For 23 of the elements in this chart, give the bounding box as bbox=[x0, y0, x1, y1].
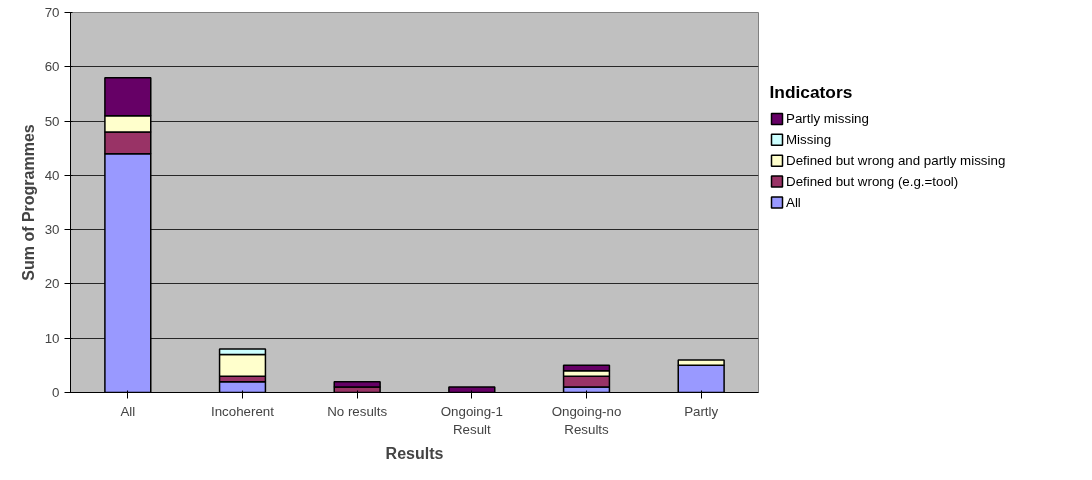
y-tick-label: 70 bbox=[44, 5, 60, 20]
legend-label: Partly missing bbox=[786, 111, 869, 127]
y-axis-title: Sum of Programmes bbox=[19, 124, 37, 281]
bar bbox=[333, 380, 381, 388]
y-tick-label: 40 bbox=[44, 167, 60, 183]
x-tick-label: No results bbox=[327, 403, 388, 419]
legend-label: All bbox=[786, 195, 801, 210]
y-tick-label: 20 bbox=[44, 276, 60, 292]
y-tick-label: 30 bbox=[44, 222, 60, 238]
legend-label: Defined but wrong and partly missing bbox=[786, 153, 1006, 169]
legend-title: Indicators bbox=[769, 82, 853, 103]
y-tick-label: 50 bbox=[44, 113, 60, 129]
y-tick-label: 0 bbox=[52, 385, 60, 400]
x-axis-title: Results bbox=[385, 444, 444, 462]
x-tick-label: Ongoing-1 Result bbox=[440, 403, 503, 437]
x-tick-label: All bbox=[120, 403, 136, 419]
x-tick-label: Incoherent bbox=[211, 403, 275, 419]
x-tick-label: Partly bbox=[684, 403, 719, 419]
y-tick-label: 10 bbox=[44, 330, 60, 346]
legend-label: Defined but wrong (e.g.=tool) bbox=[786, 174, 959, 190]
legend-label: Missing bbox=[786, 132, 832, 148]
y-tick-label: 60 bbox=[44, 59, 60, 75]
x-tick-label: Ongoing-no Results bbox=[551, 403, 622, 437]
